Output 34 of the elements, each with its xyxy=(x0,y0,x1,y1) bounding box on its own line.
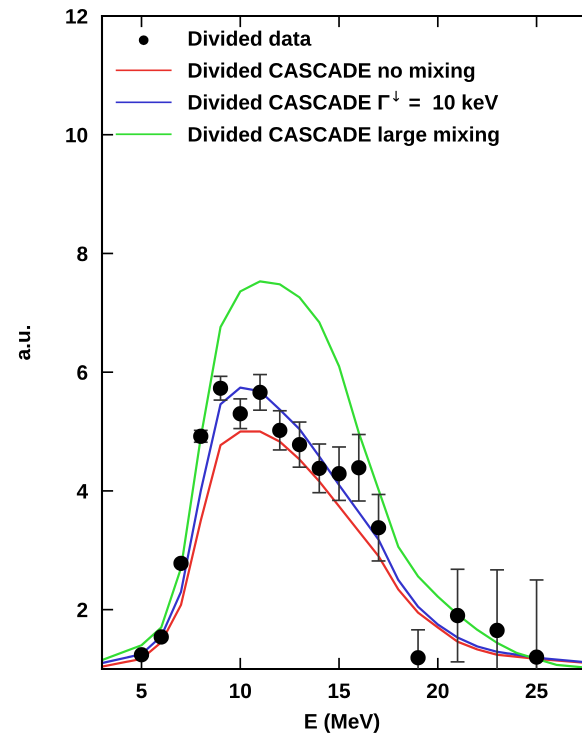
y-tick-label: 10 xyxy=(66,128,88,142)
point xyxy=(331,466,347,482)
point xyxy=(212,380,228,396)
y-tick-label: 6 xyxy=(77,365,88,380)
y-tick-label: 2 xyxy=(77,602,88,618)
x-tick-label: 20 xyxy=(426,683,449,698)
point xyxy=(173,556,189,571)
point xyxy=(370,520,386,536)
point xyxy=(528,649,544,665)
legend-label: Divided CASCADE large mixing xyxy=(188,126,499,146)
x-tick-label: 5 xyxy=(136,684,147,698)
x-tick-label: 15 xyxy=(328,684,350,698)
point xyxy=(272,422,288,438)
y-tick-label: 4 xyxy=(76,484,88,498)
point xyxy=(450,608,466,624)
y-axis-title: a.u. xyxy=(18,326,30,360)
legend-label: Divided CASCADE Γ$^{↓}$ = 10 keV xyxy=(188,90,498,110)
point xyxy=(154,629,169,645)
line-series xyxy=(102,430,582,668)
point xyxy=(252,384,268,400)
x-tick-label: 25 xyxy=(526,683,548,698)
legend-label: Divided data xyxy=(188,30,312,46)
x-tick-label: 10 xyxy=(230,683,252,698)
point xyxy=(351,460,366,476)
point xyxy=(410,650,426,666)
legend-label: Divided CASCADE no mixing xyxy=(188,62,474,82)
x-axis-title: E (MeV) xyxy=(305,713,380,733)
point xyxy=(312,460,327,476)
point xyxy=(232,406,248,422)
point xyxy=(134,647,150,662)
y-tick-label: 12 xyxy=(66,9,88,24)
point xyxy=(292,436,308,452)
y-tick-label: 8 xyxy=(77,246,88,262)
point xyxy=(489,622,505,638)
